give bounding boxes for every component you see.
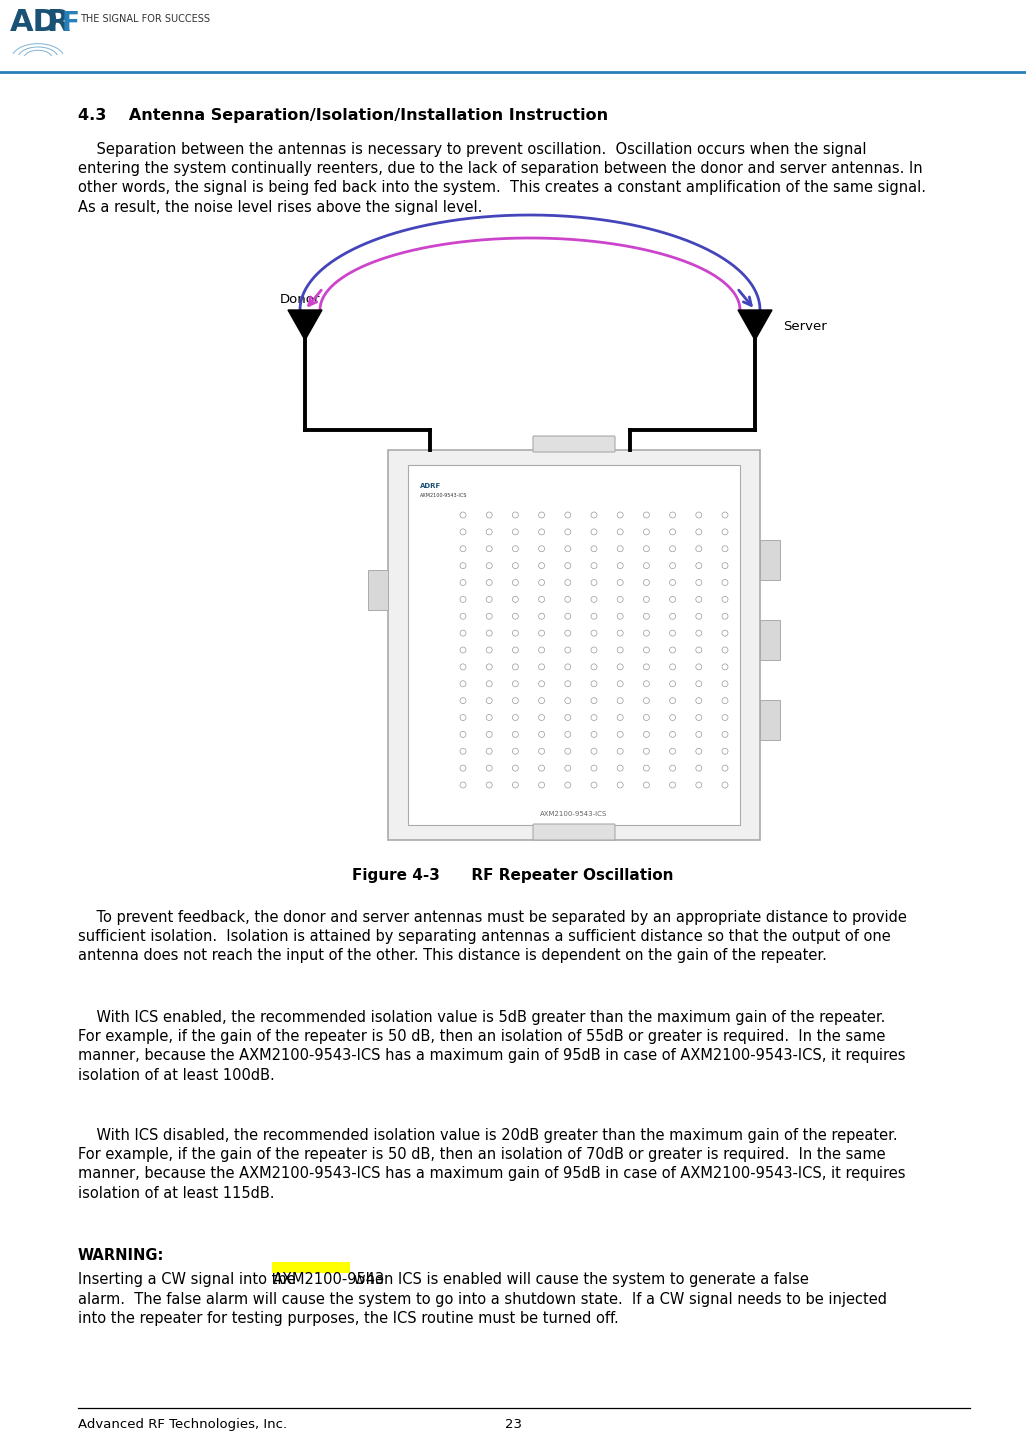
Text: AXM2100-9543: AXM2100-9543: [273, 1273, 386, 1287]
Text: AXM2100-9543-ICS: AXM2100-9543-ICS: [420, 494, 468, 498]
Text: Advanced RF Technologies, Inc.: Advanced RF Technologies, Inc.: [78, 1418, 287, 1431]
Bar: [368, 569, 388, 610]
Text: Figure 4-3      RF Repeater Oscillation: Figure 4-3 RF Repeater Oscillation: [352, 868, 674, 882]
Text: Donor: Donor: [280, 293, 320, 306]
Polygon shape: [288, 310, 322, 341]
Text: 4.3    Antenna Separation/Isolation/Installation Instruction: 4.3 Antenna Separation/Isolation/Install…: [78, 108, 608, 122]
Text: R: R: [46, 7, 70, 36]
Text: when ICS is enabled will cause the system to generate a false: when ICS is enabled will cause the syste…: [349, 1273, 808, 1287]
Text: alarm.  The false alarm will cause the system to go into a shutdown state.  If a: alarm. The false alarm will cause the sy…: [78, 1291, 887, 1326]
Bar: [388, 450, 760, 840]
Bar: [272, 1262, 350, 1273]
Text: AXM2100-9543-ICS: AXM2100-9543-ICS: [541, 811, 607, 817]
Bar: [760, 540, 780, 579]
Text: 23: 23: [505, 1418, 521, 1431]
Polygon shape: [738, 310, 772, 341]
FancyBboxPatch shape: [532, 435, 615, 451]
FancyBboxPatch shape: [532, 824, 615, 840]
Text: Server: Server: [783, 319, 827, 332]
Text: With ICS disabled, the recommended isolation value is 20dB greater than the maxi: With ICS disabled, the recommended isola…: [78, 1128, 906, 1201]
Text: WARNING:: WARNING:: [78, 1248, 164, 1262]
Bar: [760, 620, 780, 660]
Text: With ICS enabled, the recommended isolation value is 5dB greater than the maximu: With ICS enabled, the recommended isolat…: [78, 1010, 906, 1083]
Text: To prevent feedback, the donor and server antennas must be separated by an appro: To prevent feedback, the donor and serve…: [78, 910, 907, 964]
Text: THE SIGNAL FOR SUCCESS: THE SIGNAL FOR SUCCESS: [80, 15, 210, 23]
Text: ADRF: ADRF: [420, 483, 441, 489]
Text: F: F: [62, 12, 80, 36]
Bar: [408, 464, 740, 826]
Text: AD: AD: [10, 7, 58, 36]
Bar: [760, 700, 780, 740]
Text: Inserting a CW signal into the: Inserting a CW signal into the: [78, 1273, 301, 1287]
Text: Separation between the antennas is necessary to prevent oscillation.  Oscillatio: Separation between the antennas is neces…: [78, 143, 926, 214]
